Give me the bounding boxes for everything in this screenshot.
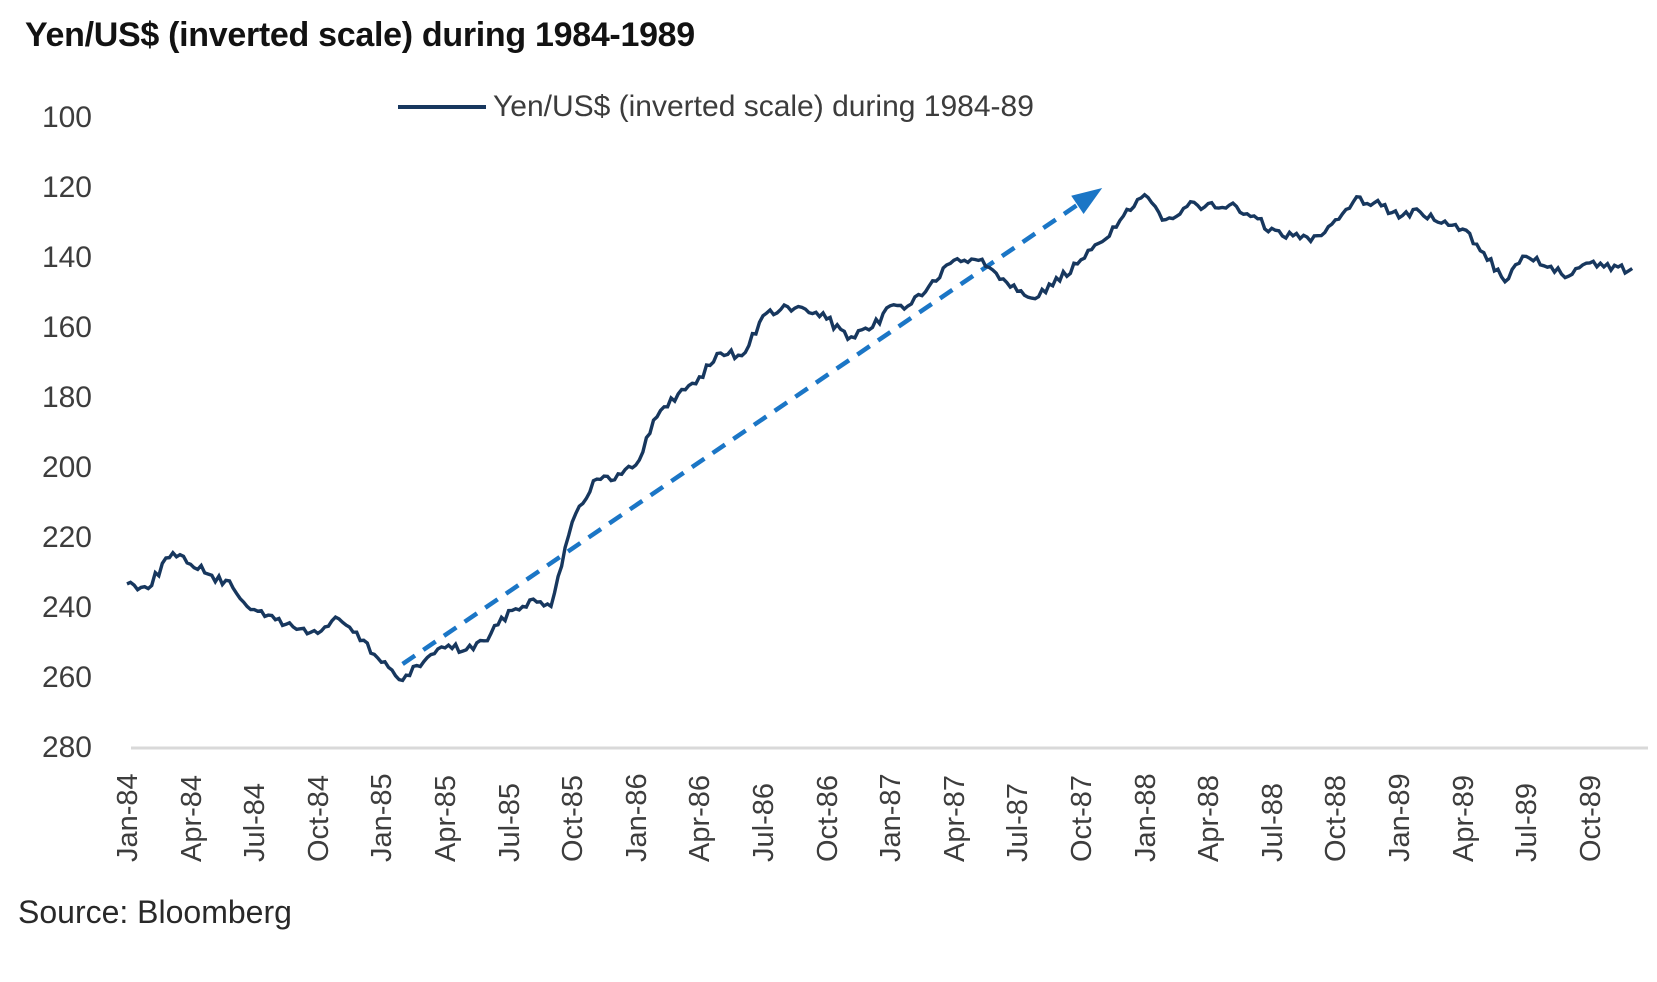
x-axis-tick-label: Oct-85 bbox=[557, 774, 590, 862]
x-axis-tick-label: Apr-88 bbox=[1193, 774, 1226, 862]
legend-label: Yen/US$ (inverted scale) during 1984-89 bbox=[493, 90, 1034, 123]
y-axis-tick-label: 280 bbox=[41, 731, 92, 764]
legend: Yen/US$ (inverted scale) during 1984-89 bbox=[398, 88, 1034, 126]
x-axis-tick-label: Jul-89 bbox=[1511, 783, 1544, 862]
x-axis-tick-label: Jan-85 bbox=[366, 773, 399, 862]
y-axis-tick-label: 200 bbox=[41, 451, 92, 484]
x-axis-tick-label: Jul-84 bbox=[239, 783, 272, 862]
trend-arrow-dashed-line bbox=[401, 197, 1087, 666]
x-axis-tick-label: Jul-86 bbox=[748, 783, 780, 862]
y-axis-tick-label: 120 bbox=[41, 171, 92, 204]
x-axis-tick-label: Jul-87 bbox=[1002, 783, 1035, 862]
x-axis-tick-label: Jan-84 bbox=[112, 773, 144, 862]
x-axis-tick-label: Oct-84 bbox=[302, 774, 335, 862]
x-axis-tick-label: Oct-88 bbox=[1320, 774, 1353, 862]
y-axis-tick-label: 140 bbox=[41, 241, 92, 274]
y-axis-tick-label: 240 bbox=[41, 591, 92, 624]
chart-title: Yen/US$ (inverted scale) during 1984-198… bbox=[25, 16, 695, 54]
y-axis-tick-label: 160 bbox=[41, 311, 92, 344]
x-axis-tick-label: Jan-88 bbox=[1129, 773, 1162, 862]
x-axis-tick-label: Jan-89 bbox=[1384, 773, 1416, 862]
x-axis-tick-label: Oct-89 bbox=[1574, 774, 1607, 862]
source-note: Source: Bloomberg bbox=[18, 894, 292, 930]
y-axis-tick-label: 100 bbox=[41, 101, 92, 134]
x-axis-tick-label: Oct-87 bbox=[1066, 774, 1098, 862]
series-line bbox=[126, 192, 1634, 683]
x-axis-tick-label: Jan-87 bbox=[875, 773, 908, 862]
legend-line-swatch bbox=[398, 105, 486, 109]
x-axis-tick-label: Oct-86 bbox=[811, 774, 844, 862]
x-axis-tick-label: Jul-88 bbox=[1256, 783, 1289, 862]
x-axis-tick-label: Apr-89 bbox=[1447, 774, 1480, 862]
y-axis-tick-label: 220 bbox=[41, 521, 92, 554]
trend-arrow-head bbox=[1071, 188, 1103, 214]
y-axis-tick-label: 180 bbox=[41, 381, 92, 414]
x-axis-tick-label: Jan-86 bbox=[620, 773, 653, 862]
x-axis-tick-label: Apr-84 bbox=[175, 774, 208, 862]
x-axis-tick-label: Apr-87 bbox=[938, 774, 971, 862]
y-axis-tick-label: 260 bbox=[41, 661, 92, 694]
x-axis-tick-label: Apr-85 bbox=[430, 774, 462, 862]
x-axis-tick-label: Apr-86 bbox=[684, 774, 717, 862]
x-axis-tick-label: Jul-85 bbox=[493, 783, 526, 862]
